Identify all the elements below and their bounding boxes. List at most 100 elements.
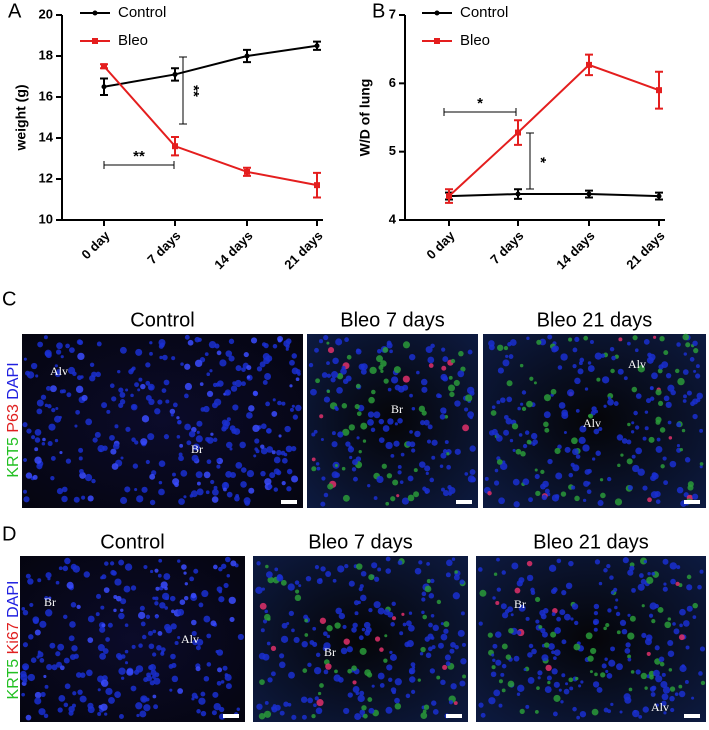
- cell: [216, 464, 221, 469]
- cell: [213, 564, 218, 570]
- cell: [566, 389, 575, 397]
- cell: [462, 424, 470, 432]
- cell: [58, 415, 62, 419]
- cell: [37, 341, 44, 348]
- cell: [661, 693, 669, 701]
- marker: [446, 193, 452, 200]
- cell: [76, 604, 81, 610]
- cell: [686, 605, 693, 612]
- x-tick-label: 7 days: [487, 228, 526, 267]
- cell: [487, 491, 492, 496]
- cell: [130, 403, 138, 411]
- cell: [693, 348, 699, 354]
- cell: [345, 441, 351, 447]
- cell: [300, 696, 308, 703]
- cell: [177, 636, 181, 640]
- cell: [675, 368, 680, 374]
- cell: [23, 357, 27, 361]
- cell: [454, 400, 461, 407]
- sig-label: *: [532, 157, 549, 163]
- cell: [406, 639, 414, 648]
- cell: [385, 501, 390, 506]
- cell: [272, 343, 278, 349]
- cell: [237, 633, 244, 641]
- cell: [544, 686, 552, 693]
- cell: [264, 700, 269, 705]
- cell: [172, 402, 178, 408]
- cell: [136, 713, 140, 718]
- cell: [684, 457, 691, 463]
- cell: [610, 646, 616, 652]
- cell: [218, 596, 225, 603]
- cell: [34, 447, 39, 452]
- cell: [693, 369, 697, 373]
- cell: [657, 606, 664, 613]
- cell: [634, 348, 639, 353]
- cell: [386, 473, 393, 479]
- scale-bar: [446, 714, 462, 718]
- cell: [440, 622, 444, 626]
- cell: [665, 373, 672, 379]
- cell: [160, 650, 165, 655]
- cell: [525, 616, 530, 621]
- scale-bar: [281, 500, 297, 504]
- cell: [390, 376, 399, 384]
- cell: [511, 562, 519, 570]
- cell: [494, 631, 502, 638]
- cell: [635, 425, 640, 430]
- cell: [163, 573, 171, 581]
- cell: [587, 365, 595, 372]
- cell: [575, 408, 580, 413]
- cell: [259, 679, 265, 685]
- cell: [65, 458, 72, 464]
- cell: [686, 574, 692, 580]
- cell: [614, 498, 623, 506]
- cell: [289, 384, 293, 388]
- cell: [157, 573, 162, 578]
- cell: [625, 642, 631, 648]
- cell: [158, 488, 165, 496]
- cell: [575, 454, 581, 459]
- cell: [266, 571, 273, 579]
- scale-bar: [456, 500, 472, 504]
- cell: [311, 432, 316, 437]
- cell: [23, 496, 30, 503]
- cell: [682, 333, 690, 341]
- cell: [156, 645, 162, 651]
- cell: [655, 675, 663, 683]
- cell: [493, 689, 501, 697]
- cell: [425, 471, 429, 475]
- cell: [575, 676, 579, 681]
- cell: [561, 639, 567, 645]
- cell: [147, 433, 155, 441]
- cell: [517, 406, 521, 411]
- cell: [662, 456, 667, 461]
- cell: [692, 615, 697, 619]
- cell: [593, 603, 600, 610]
- cell: [627, 654, 632, 659]
- cell: [260, 470, 266, 477]
- legend-label: Control: [460, 4, 508, 21]
- cell: [619, 619, 627, 626]
- cell: [190, 619, 197, 626]
- cell: [539, 609, 546, 617]
- cell: [662, 586, 668, 592]
- cell: [425, 652, 432, 659]
- micrograph: [22, 334, 303, 508]
- cell: [54, 364, 58, 368]
- cell: [442, 490, 450, 497]
- cell: [423, 419, 430, 426]
- cell: [124, 661, 129, 665]
- cell: [213, 485, 218, 490]
- cell: [34, 456, 42, 464]
- cell: [436, 675, 441, 680]
- cell: [226, 417, 231, 422]
- cell: [283, 701, 289, 707]
- cell: [313, 703, 317, 708]
- cell: [377, 567, 382, 572]
- cell: [527, 652, 533, 658]
- cell: [385, 706, 393, 714]
- cell: [145, 614, 151, 619]
- cell: [81, 394, 88, 401]
- cell: [155, 586, 160, 591]
